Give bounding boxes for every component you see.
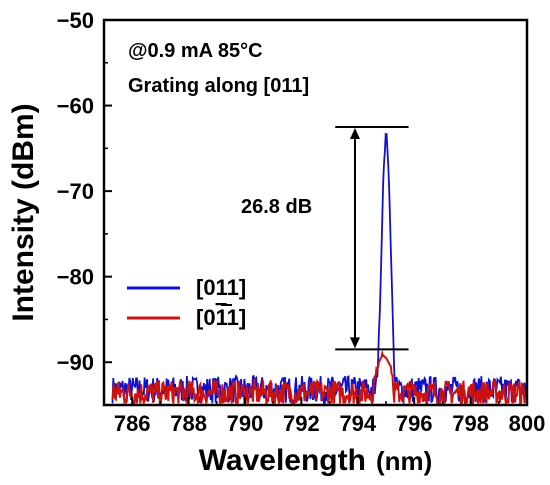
- x-tick-label: 794: [339, 411, 376, 436]
- series-layer: [111, 132, 527, 405]
- series-line-0-1bar-1: [111, 349, 527, 405]
- y-axis-ticks: −90 −80 −70 −60 −50: [57, 8, 112, 375]
- y-axis-title: Intensity (dBm): [7, 103, 40, 321]
- x-tick-label: 798: [452, 411, 489, 436]
- y-tick-label: −80: [57, 265, 94, 290]
- legend-label-0-1bar-1: [011]: [196, 305, 246, 330]
- smsr-label: 26.8 dB: [241, 196, 312, 218]
- smsr-arrow-head-up: [349, 127, 360, 139]
- y-tick-label: −50: [57, 8, 94, 33]
- axes-layer: [102, 18, 529, 407]
- x-tick-label: 790: [227, 411, 264, 436]
- x-tick-label: 800: [509, 411, 546, 436]
- condition-annotation: @0.9 mA 85°C: [128, 40, 263, 62]
- y-tick-label: −70: [57, 179, 94, 204]
- y-tick-label: −60: [57, 94, 94, 119]
- grating-annotation: Grating along [011]: [128, 75, 309, 97]
- smsr-arrow-head-down: [349, 337, 360, 349]
- legend-label-011: [011]: [196, 275, 246, 300]
- y-tick-label: −90: [57, 350, 94, 375]
- annotation-layer: @0.9 mA 85°C Grating along [011] 26.8 dB: [128, 40, 409, 351]
- x-axis-title: Wavelength (nm): [199, 444, 433, 477]
- x-tick-label: 786: [114, 411, 151, 436]
- x-tick-label: 792: [283, 411, 320, 436]
- x-tick-label: 796: [396, 411, 433, 436]
- x-axis-ticks: 786 788 790 792 794 796 798 800: [114, 397, 546, 436]
- legend: [011] [011]: [127, 275, 246, 330]
- x-tick-label: 788: [170, 411, 207, 436]
- plot-frame: [102, 18, 529, 407]
- series-line-011: [111, 132, 527, 405]
